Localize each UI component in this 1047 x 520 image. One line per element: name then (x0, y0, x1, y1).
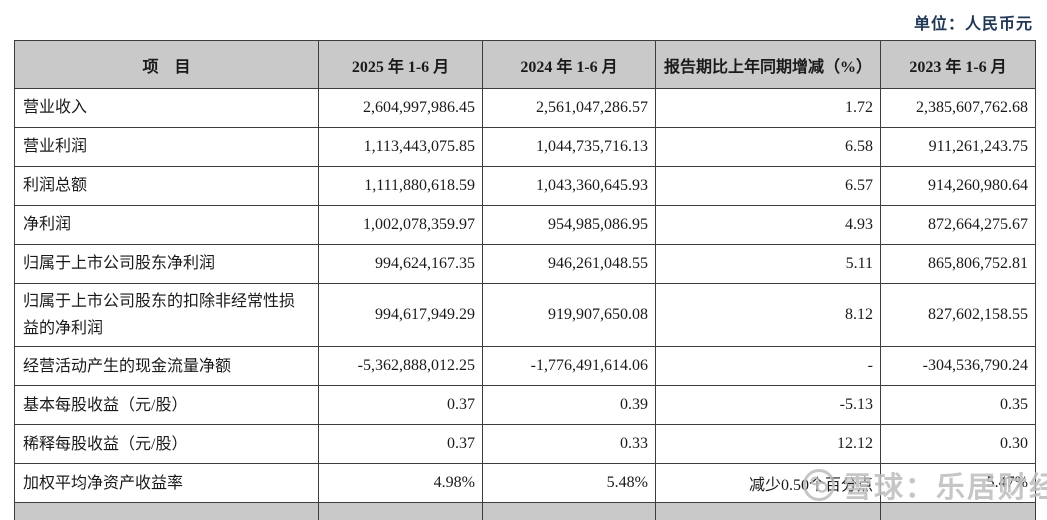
value-cell-2023: -304,536,790.24 (880, 346, 1036, 387)
value-cell-2023: 872,664,275.67 (880, 205, 1036, 245)
value-cell-2025: 1,111,880,618.59 (318, 166, 483, 206)
change-cell: 减少0.50个百分点 (655, 463, 881, 504)
value-cell-2024: -1,776,491,614.06 (482, 346, 656, 387)
change-cell: 6.57 (655, 166, 881, 206)
change-cell: 8.12 (655, 282, 881, 348)
table-row: 稀释每股收益（元/股） 0.37 0.33 12.12 0.30 (14, 424, 1036, 465)
change-cell: 6.58 (655, 127, 881, 167)
item-cell: 归属于上市公司股东净利润 (14, 244, 319, 284)
header-row: 项 目 2025 年 1-6 月 2024 年 1-6 月 报告期比上年同期增减… (14, 40, 1036, 89)
table-row: 营业收入 2,604,997,986.45 2,561,047,286.57 1… (14, 88, 1036, 128)
value-cell-2024: 5.48% (482, 463, 656, 504)
table-row: 基本每股收益（元/股） 0.37 0.39 -5.13 0.35 (14, 385, 1036, 426)
unit-label: 单位：人民币元 (913, 16, 1033, 33)
value-cell-2023: 2,385,607,762.68 (880, 88, 1036, 128)
change-cell: 5.11 (655, 244, 881, 284)
item-cell: 基本每股收益（元/股） (14, 385, 319, 426)
table-row: 营业利润 1,113,443,075.85 1,044,735,716.13 6… (14, 127, 1036, 167)
value-cell-2024: 946,261,048.55 (482, 244, 656, 284)
item-cell: 利润总额 (14, 166, 319, 206)
change-cell: 12.12 (655, 424, 881, 465)
header-2023: 2023 年 1-6 月 (880, 40, 1036, 89)
item-cell: 营业收入 (14, 88, 319, 128)
value-cell-2023: 827,602,158.55 (880, 282, 1036, 348)
table-row: 归属于上市公司股东的扣除非经常性损益的净利润 994,617,949.29 91… (14, 282, 1036, 348)
value-cell-2025: -5,362,888,012.25 (318, 346, 483, 387)
table-row: 经营活动产生的现金流量净额 -5,362,888,012.25 -1,776,4… (14, 346, 1036, 387)
value-cell-2023: 914,260,980.64 (880, 166, 1036, 206)
value-cell-2025: 0.37 (318, 385, 483, 426)
partial-next-row (14, 502, 1036, 520)
header-item: 项 目 (14, 40, 319, 89)
value-cell-2024: 1,044,735,716.13 (482, 127, 656, 167)
table-row: 利润总额 1,111,880,618.59 1,043,360,645.93 6… (14, 166, 1036, 206)
table-row: 加权平均净资产收益率 4.98% 5.48% 减少0.50个百分点 5.47% (14, 463, 1036, 504)
table-footer (14, 502, 1036, 520)
value-cell-2023: 0.35 (880, 385, 1036, 426)
financial-summary-table: 项 目 2025 年 1-6 月 2024 年 1-6 月 报告期比上年同期增减… (14, 40, 1036, 520)
value-cell-2025: 1,002,078,359.97 (318, 205, 483, 245)
value-cell-2024: 919,907,650.08 (482, 282, 656, 348)
value-cell-2025: 2,604,997,986.45 (318, 88, 483, 128)
value-cell-2023: 865,806,752.81 (880, 244, 1036, 284)
header-change: 报告期比上年同期增减（%） (655, 40, 881, 89)
value-cell-2025: 0.37 (318, 424, 483, 465)
change-cell: -5.13 (655, 385, 881, 426)
value-cell-2025: 994,617,949.29 (318, 282, 483, 348)
header-2025: 2025 年 1-6 月 (318, 40, 483, 89)
item-cell: 归属于上市公司股东的扣除非经常性损益的净利润 (14, 282, 319, 348)
item-cell: 营业利润 (14, 127, 319, 167)
change-cell: - (655, 346, 881, 387)
value-cell-2023: 911,261,243.75 (880, 127, 1036, 167)
table-row: 净利润 1,002,078,359.97 954,985,086.95 4.93… (14, 205, 1036, 245)
value-cell-2025: 1,113,443,075.85 (318, 127, 483, 167)
value-cell-2023: 5.47% (880, 463, 1036, 504)
table-row: 归属于上市公司股东净利润 994,624,167.35 946,261,048.… (14, 244, 1036, 284)
change-cell: 4.93 (655, 205, 881, 245)
value-cell-2024: 2,561,047,286.57 (482, 88, 656, 128)
value-cell-2024: 0.39 (482, 385, 656, 426)
value-cell-2024: 0.33 (482, 424, 656, 465)
value-cell-2024: 954,985,086.95 (482, 205, 656, 245)
header-2024: 2024 年 1-6 月 (482, 40, 656, 89)
change-cell: 1.72 (655, 88, 881, 128)
item-cell: 稀释每股收益（元/股） (14, 424, 319, 465)
item-cell: 经营活动产生的现金流量净额 (14, 346, 319, 387)
value-cell-2025: 4.98% (318, 463, 483, 504)
value-cell-2025: 994,624,167.35 (318, 244, 483, 284)
table-body: 营业收入 2,604,997,986.45 2,561,047,286.57 1… (14, 88, 1036, 504)
value-cell-2024: 1,043,360,645.93 (482, 166, 656, 206)
table-header: 项 目 2025 年 1-6 月 2024 年 1-6 月 报告期比上年同期增减… (14, 40, 1036, 89)
item-cell: 净利润 (14, 205, 319, 245)
value-cell-2023: 0.30 (880, 424, 1036, 465)
item-cell: 加权平均净资产收益率 (14, 463, 319, 504)
